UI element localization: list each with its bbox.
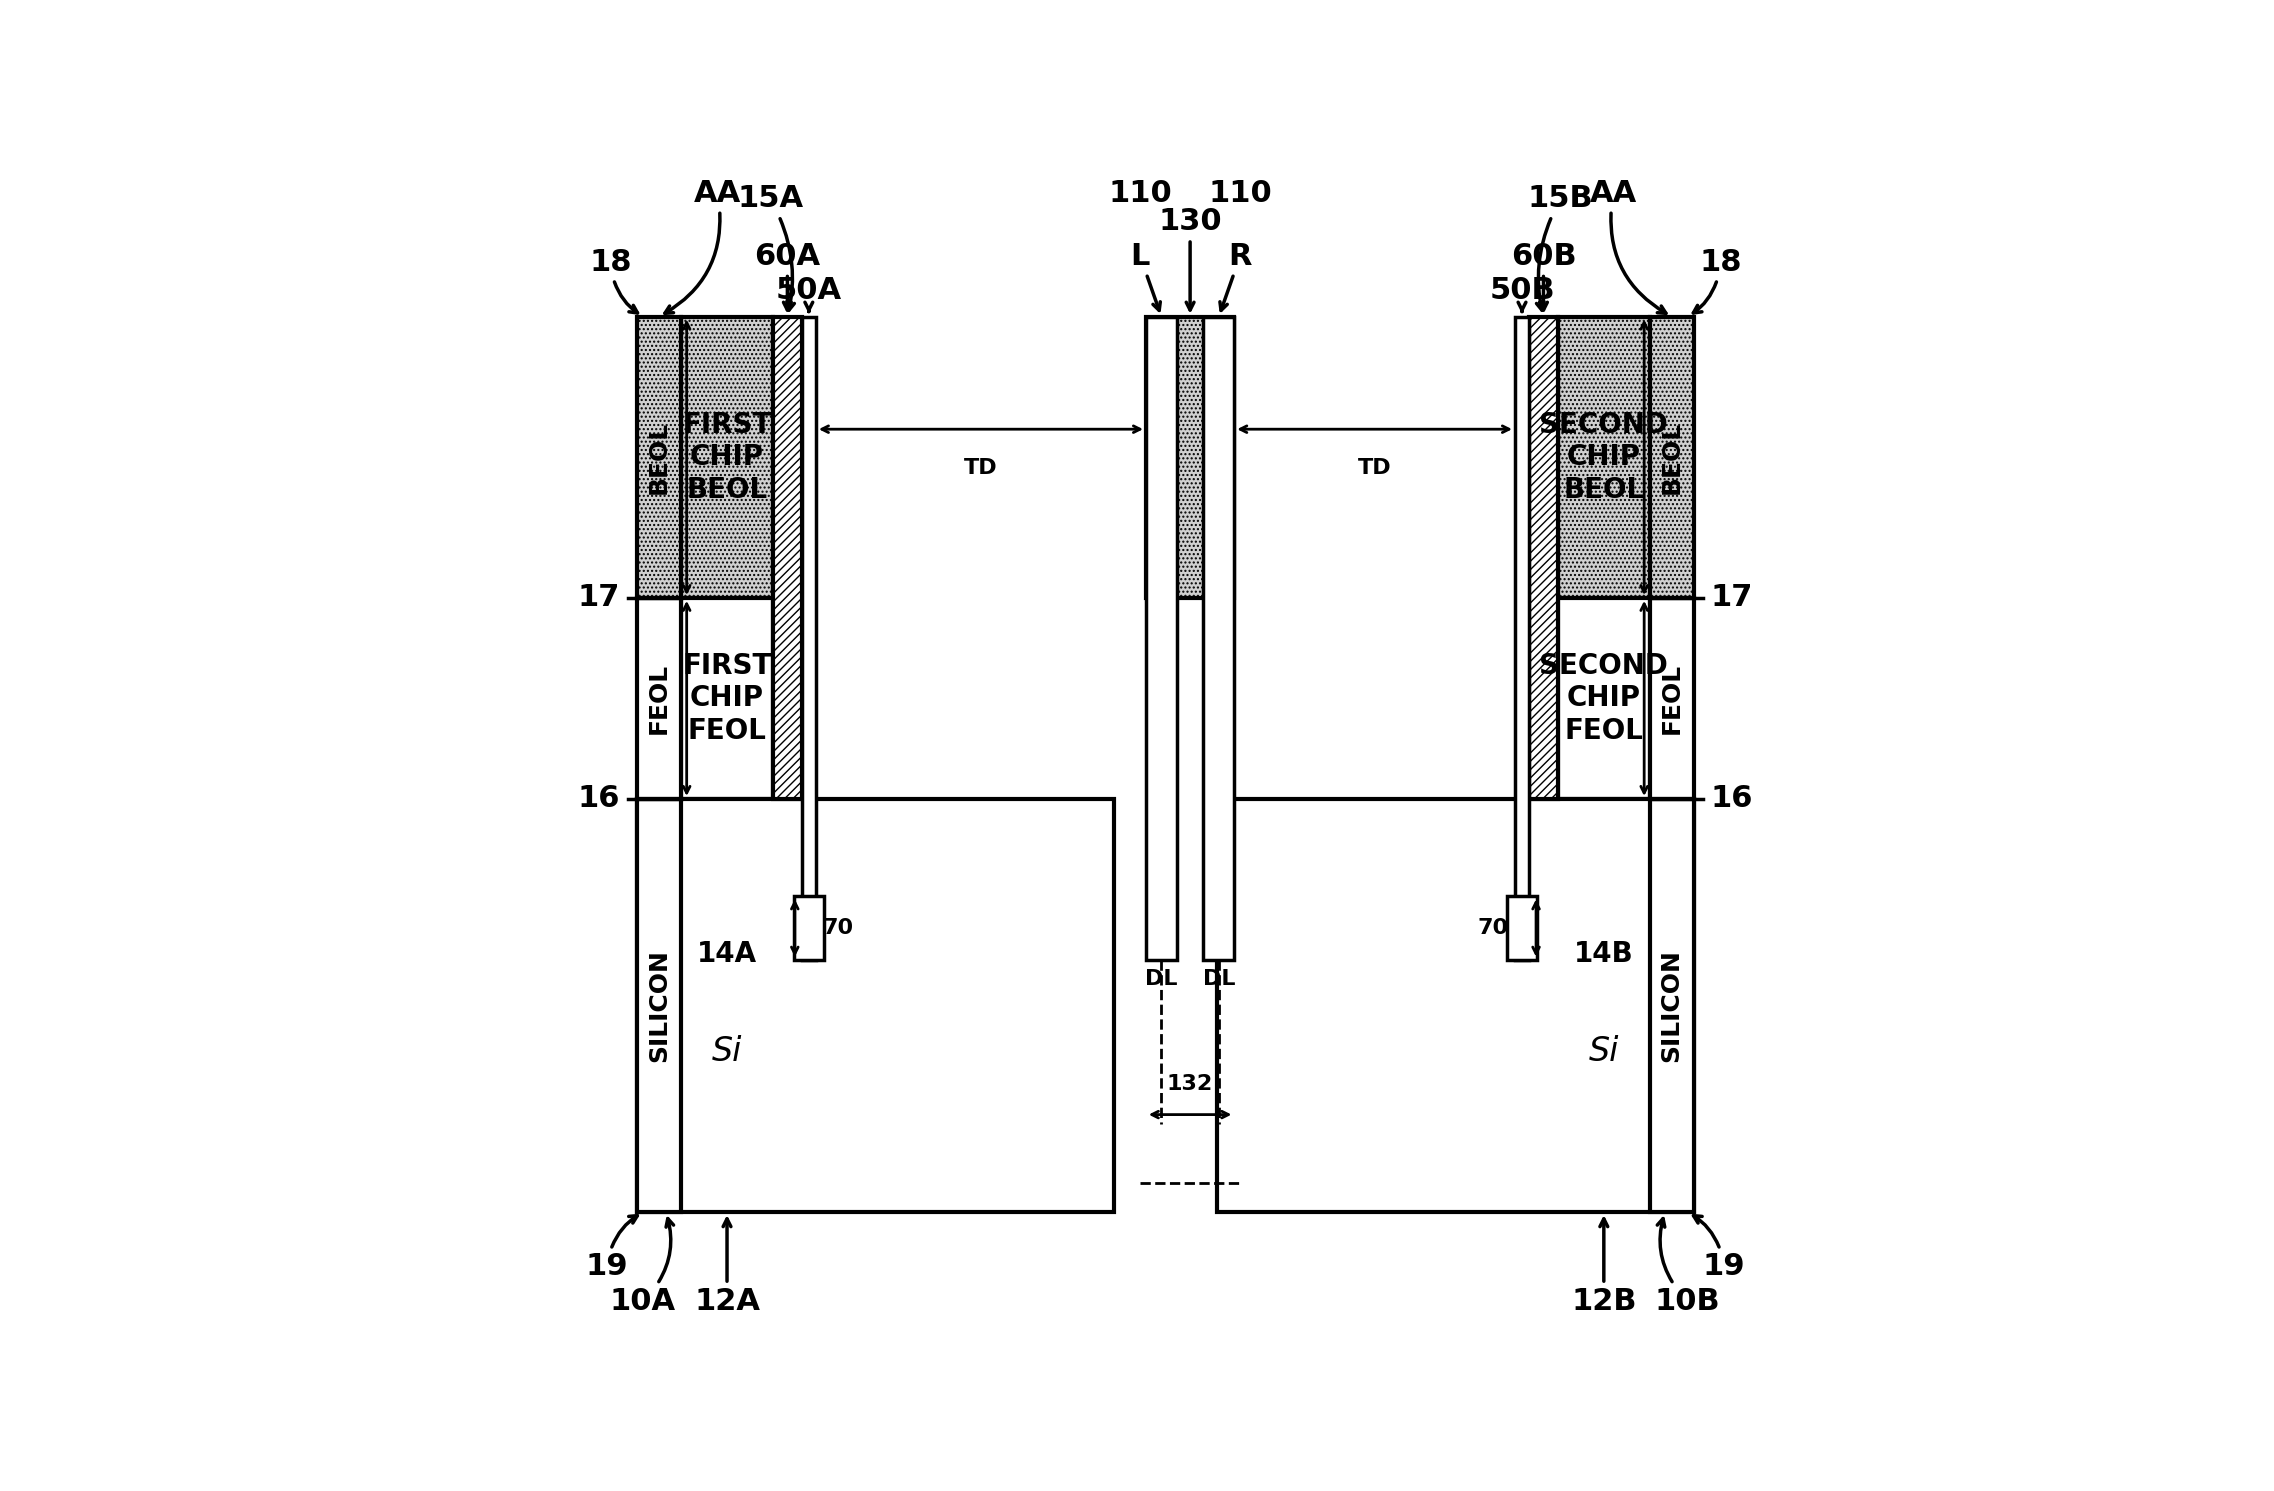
Text: FIRST
CHIP
BEOL: FIRST CHIP BEOL [682,412,771,504]
Text: 12B: 12B [1571,1218,1637,1317]
Text: 110: 110 [1107,179,1171,207]
Text: DL: DL [1146,969,1178,989]
Bar [803,316,816,960]
Bar [637,799,680,1212]
Bar [1217,799,1694,1212]
Text: BEOL: BEOL [648,420,671,494]
Text: 18: 18 [1694,248,1742,313]
Bar [1558,316,1651,598]
Bar [1651,316,1694,598]
Text: 19: 19 [1694,1215,1746,1281]
Bar [1558,598,1651,799]
Bar [1558,316,1651,598]
Text: 70: 70 [823,918,853,938]
Text: SECOND
CHIP
FEOL: SECOND CHIP FEOL [1539,652,1669,746]
Text: 12A: 12A [694,1218,760,1317]
Bar [637,316,680,598]
Text: 110: 110 [1207,179,1271,207]
Bar [1508,896,1537,960]
Text: SILICON: SILICON [648,950,671,1062]
Text: SILICON: SILICON [1660,950,1683,1062]
Text: 17: 17 [1710,583,1753,613]
Text: 132: 132 [1167,1074,1214,1094]
Text: 130: 130 [1157,207,1221,310]
Text: 10A: 10A [609,1218,675,1317]
Text: 14B: 14B [1574,939,1633,968]
Text: FIRST
CHIP
FEOL: FIRST CHIP FEOL [682,652,771,746]
Bar [680,316,773,598]
Text: 18: 18 [589,248,637,313]
Bar [1651,316,1694,598]
Text: 10B: 10B [1655,1218,1721,1317]
Bar [1651,799,1694,1212]
Text: 50B: 50B [1489,276,1555,312]
Text: 60B: 60B [1510,242,1576,310]
Bar [773,316,803,799]
Bar [637,598,680,799]
Text: Si: Si [712,1035,741,1068]
Text: AA: AA [1590,179,1667,313]
Text: TD: TD [1358,458,1392,479]
Bar [1146,316,1178,960]
Text: 70: 70 [1478,918,1508,938]
Bar [794,896,823,960]
Text: 14A: 14A [696,939,757,968]
Text: R: R [1219,242,1251,310]
Text: 15B: 15B [1528,185,1594,310]
Bar [1528,316,1558,799]
Text: DL: DL [1203,969,1235,989]
Text: 15A: 15A [737,185,803,310]
Text: 19: 19 [584,1215,637,1281]
Text: SECOND
CHIP
BEOL: SECOND CHIP BEOL [1539,412,1669,504]
Bar [680,598,773,799]
Bar [1146,316,1235,598]
Bar [1514,316,1528,960]
Text: FEOL: FEOL [1660,663,1683,734]
Bar [637,316,680,598]
Text: FEOL: FEOL [648,663,671,734]
Bar [1146,316,1235,598]
Text: 16: 16 [1710,784,1753,814]
Text: 16: 16 [578,784,621,814]
Text: TD: TD [964,458,998,479]
Text: 17: 17 [578,583,621,613]
Bar [1651,598,1694,799]
Bar [1203,316,1235,960]
Text: Si: Si [1590,1035,1619,1068]
Text: BEOL: BEOL [1660,420,1683,494]
Bar [637,799,1114,1212]
Bar [680,316,773,598]
Text: 50A: 50A [775,276,841,312]
Text: L: L [1130,242,1160,310]
Text: 60A: 60A [755,242,821,310]
Text: AA: AA [664,179,741,313]
